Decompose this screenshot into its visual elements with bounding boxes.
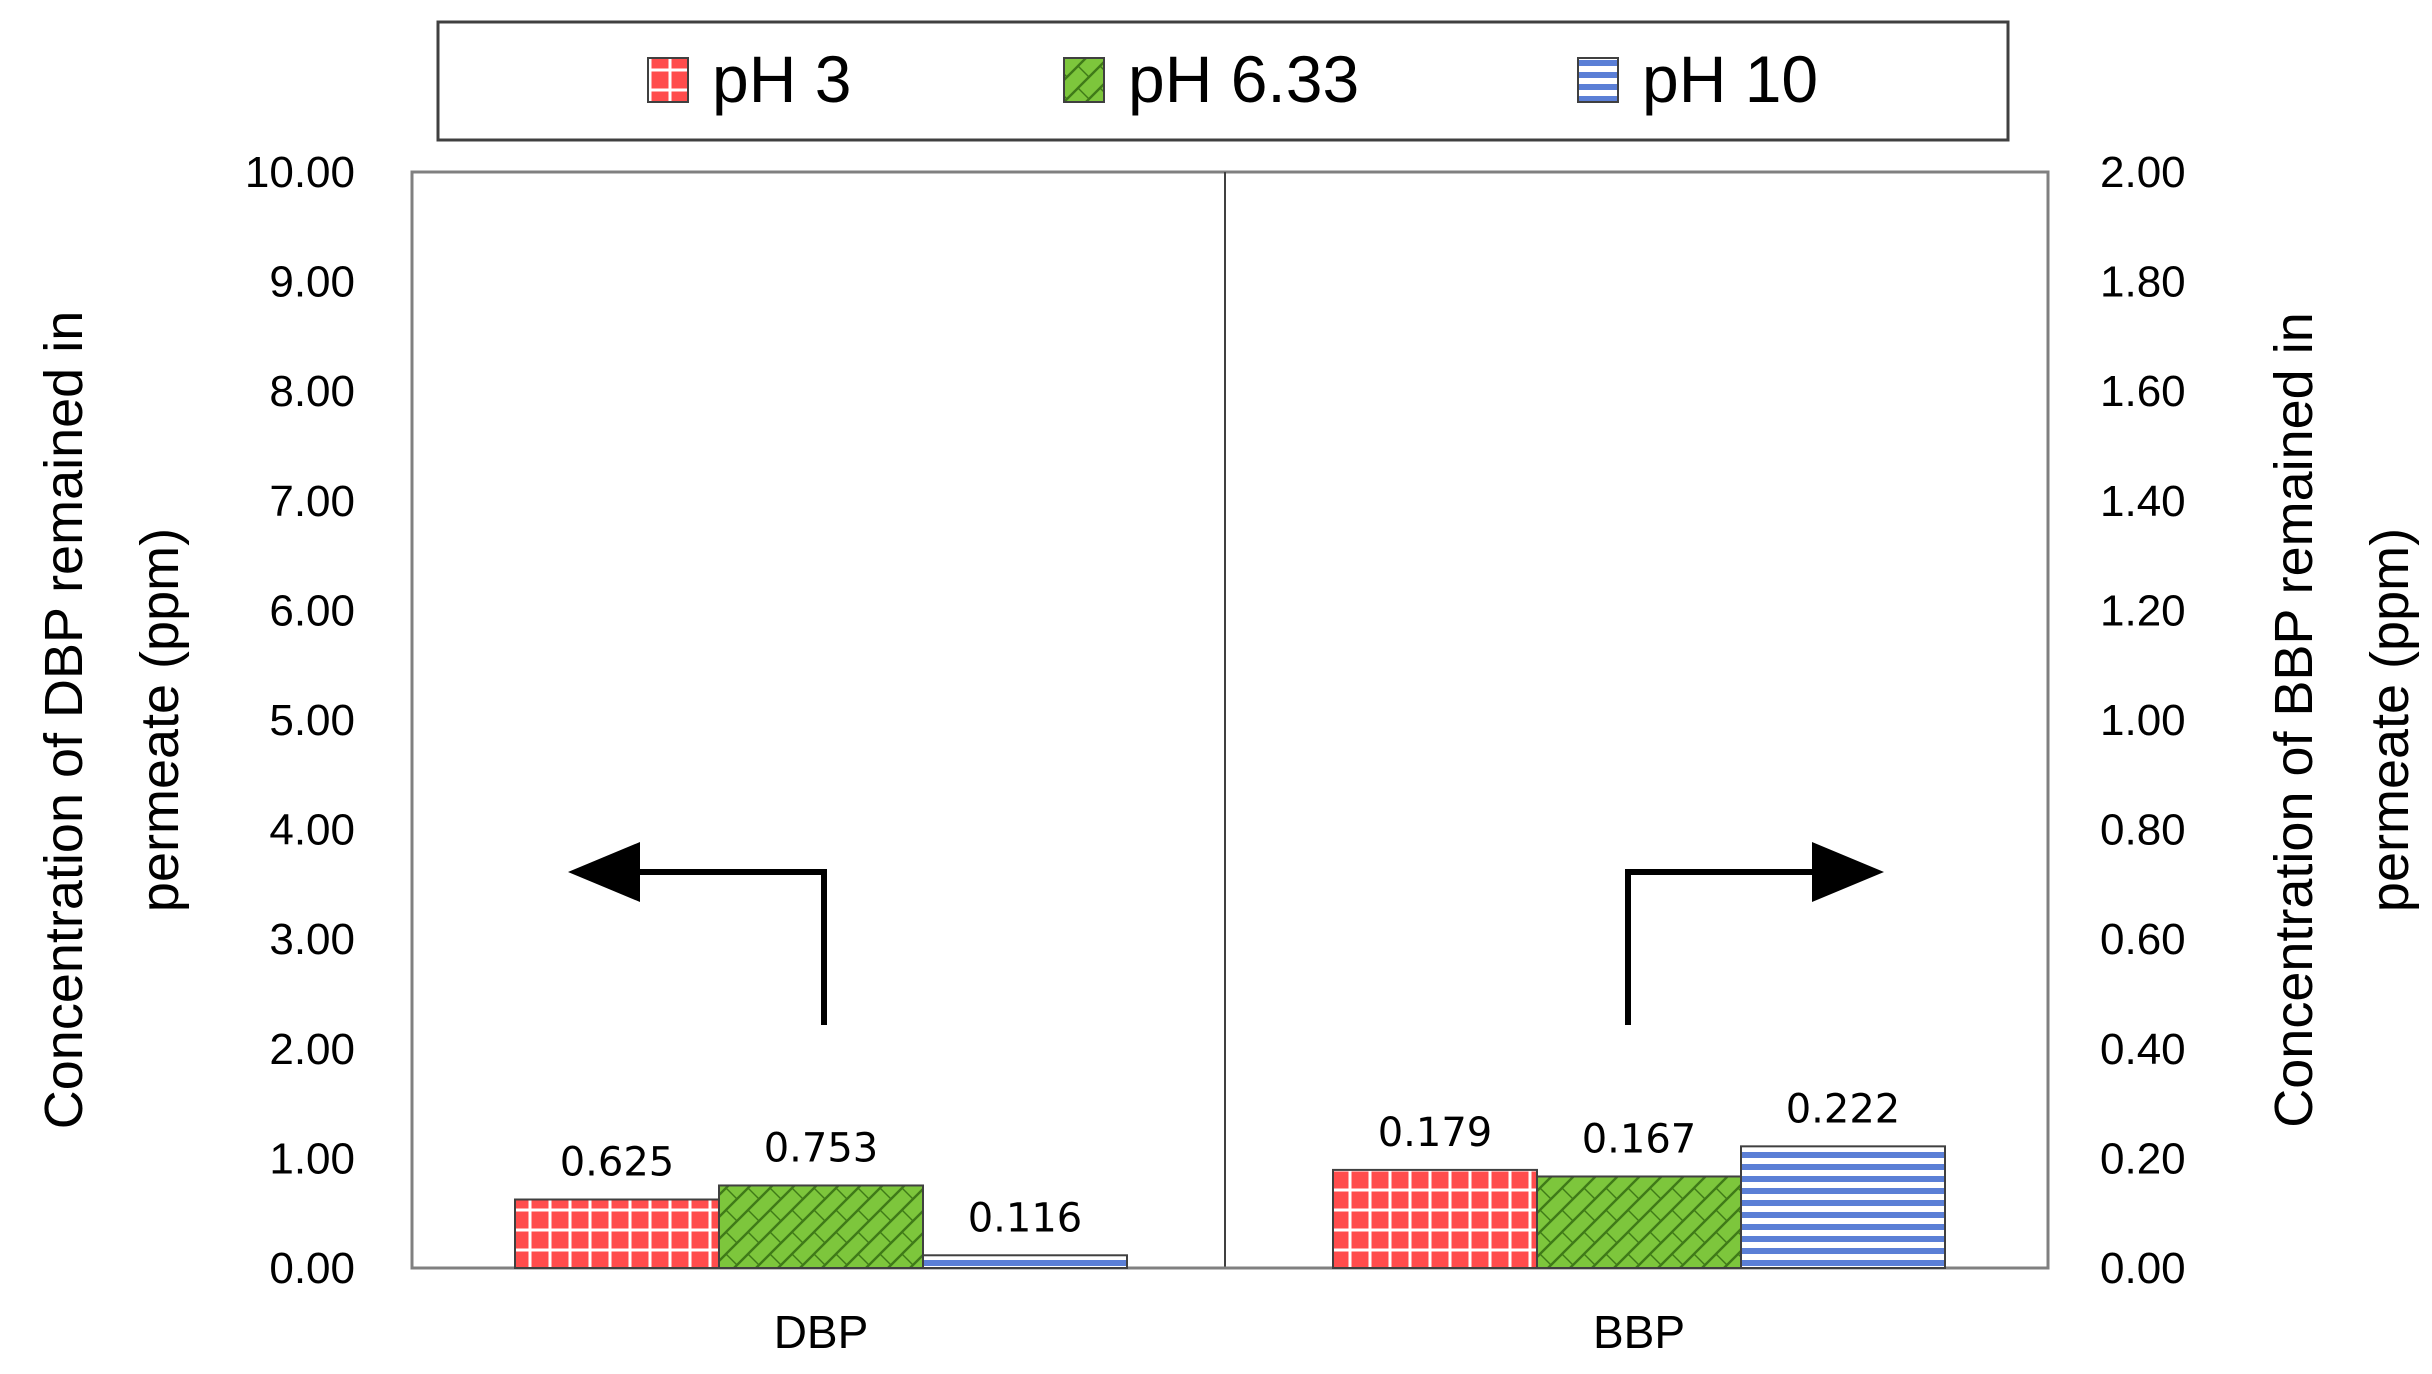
left-tick-label: 2.00 <box>269 1025 355 1074</box>
right-tick-label: 1.20 <box>2100 586 2186 635</box>
legend-item-ph10: pH 10 <box>1577 42 1818 116</box>
right-tick-label: 0.20 <box>2100 1134 2186 1183</box>
right-axis-arrow <box>1625 842 1884 1025</box>
legend-label-ph10: pH 10 <box>1642 42 1818 116</box>
legend-label-ph633: pH 6.33 <box>1128 42 1359 116</box>
right-tick-label: 1.60 <box>2100 367 2186 416</box>
legend-swatch-ph633 <box>1063 57 1105 103</box>
right-axis-ticks: 0.00 0.20 0.40 0.60 0.80 1.00 1.20 1.40 1.60 1.80… <box>2100 148 2186 1293</box>
left-tick-label: 1.00 <box>269 1134 355 1183</box>
left-tick-label: 7.00 <box>269 477 355 526</box>
left-axis-title-line2: permeate (ppm) <box>130 528 190 912</box>
legend-label-ph3: pH 3 <box>712 42 851 116</box>
left-axis-arrow <box>568 842 827 1025</box>
bar-bbp-series-2 <box>1740 1145 1946 1269</box>
right-axis-title-line2: permeate (ppm) <box>2360 528 2420 912</box>
data-label-dbp-series-2: 0.116 <box>968 1195 1083 1241</box>
right-tick-label: 0.80 <box>2100 806 2186 855</box>
right-tick-label: 1.80 <box>2100 258 2186 307</box>
data-label-bbp-series-0: 0.179 <box>1378 1110 1493 1156</box>
legend: pH 3 pH 6.33 pH 10 <box>436 20 2010 142</box>
legend-swatch-ph10 <box>1577 57 1619 103</box>
legend-item-ph633: pH 6.33 <box>1063 42 1359 116</box>
left-tick-label: 3.00 <box>269 915 355 964</box>
category-label-dbp: DBP <box>774 1306 869 1358</box>
category-label-bbp: BBP <box>1593 1306 1685 1358</box>
left-tick-label: 8.00 <box>269 367 355 416</box>
legend-item-ph3: pH 3 <box>647 42 851 116</box>
bar-bbp-series-1 <box>1536 1175 1742 1270</box>
data-label-dbp-series-1: 0.753 <box>764 1125 879 1171</box>
legend-box <box>436 20 2010 142</box>
left-tick-label: 5.00 <box>269 696 355 745</box>
right-tick-label: 1.40 <box>2100 477 2186 526</box>
bar-dbp-series-1 <box>718 1184 924 1269</box>
right-tick-label: 1.00 <box>2100 696 2186 745</box>
right-tick-label: 2.00 <box>2100 148 2186 197</box>
plot-area <box>410 170 2050 1270</box>
right-tick-label: 0.00 <box>2100 1244 2186 1293</box>
legend-swatch-ph3 <box>647 57 689 103</box>
category-labels: DBP BBP <box>774 1306 1685 1358</box>
right-tick-label: 0.40 <box>2100 1025 2186 1074</box>
bar-dbp-series-2 <box>922 1254 1128 1269</box>
data-label-dbp-series-0: 0.625 <box>560 1140 675 1186</box>
left-axis-title-line1: Concentration of DBP remained in <box>34 311 94 1129</box>
left-tick-label: 4.00 <box>269 806 355 855</box>
bar-bbp-series-0 <box>1332 1168 1538 1269</box>
left-tick-label: 10.00 <box>245 148 355 197</box>
right-axis-title-line1: Concentration of BBP remained in <box>2264 312 2324 1127</box>
right-tick-label: 0.60 <box>2100 915 2186 964</box>
left-tick-label: 6.00 <box>269 586 355 635</box>
left-axis-ticks: 0.00 1.00 2.00 3.00 4.00 5.00 6.00 7.00 8.00 9.00… <box>245 148 355 1293</box>
bar-dbp-series-0 <box>514 1198 720 1269</box>
data-label-bbp-series-1: 0.167 <box>1582 1116 1697 1162</box>
left-tick-label: 0.00 <box>269 1244 355 1293</box>
left-tick-label: 9.00 <box>269 258 355 307</box>
data-label-bbp-series-2: 0.222 <box>1786 1086 1901 1132</box>
bars: 0.625 0.753 0.116 0.179 0.167 0.222 <box>514 1086 1946 1270</box>
